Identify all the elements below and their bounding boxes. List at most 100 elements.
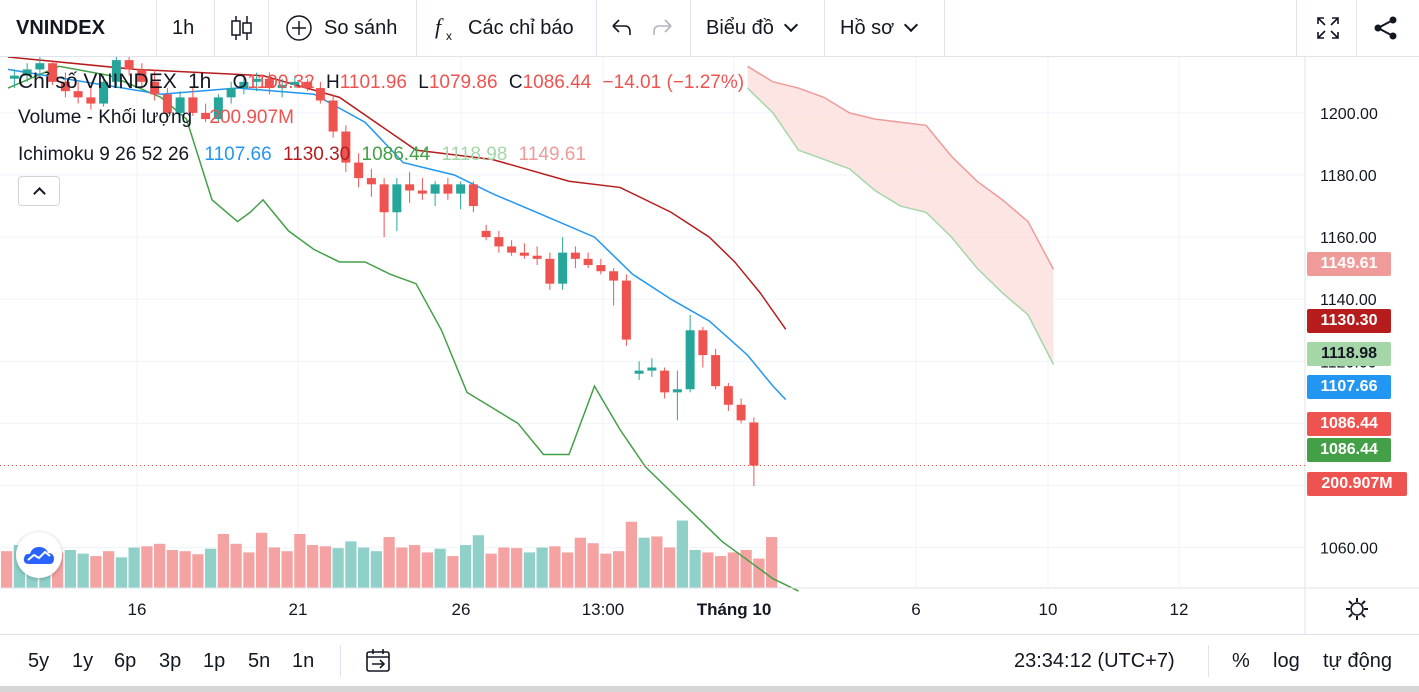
volume-bar — [115, 557, 127, 588]
share-icon — [1374, 16, 1397, 40]
candle-body — [723, 386, 733, 405]
candle-body — [290, 81, 300, 85]
indicators-label: Các chỉ báo — [468, 16, 574, 39]
volume-bar — [281, 551, 293, 588]
volume-bar — [166, 549, 178, 588]
clock-timezone[interactable]: 23:34:12 (UTC+7) — [1014, 650, 1175, 672]
ichimoku-chikou-value: 1086.44 — [361, 144, 431, 165]
legend-change: −14.01 (−1.27%) — [602, 72, 745, 93]
collapse-legend-button[interactable] — [18, 176, 60, 206]
x-tick-label: 12 — [1170, 600, 1189, 619]
candle-body — [366, 178, 376, 185]
volume-bar — [141, 546, 153, 588]
candle-body — [519, 252, 529, 256]
chart-type-button[interactable] — [228, 0, 254, 56]
volume-bar — [651, 536, 663, 588]
x-tick-label: 16 — [128, 600, 147, 619]
y-tick-label: 1060.00 — [1320, 541, 1378, 558]
volume-bars — [1, 520, 778, 588]
volume-bar — [587, 543, 599, 588]
senkou-span-a-line — [746, 87, 1055, 365]
redo-button[interactable] — [650, 0, 676, 56]
volume-bar — [574, 537, 586, 588]
y-tick-label: 1180.00 — [1320, 168, 1377, 185]
divider — [1356, 0, 1357, 56]
volume-bar — [52, 552, 64, 588]
volume-bar — [192, 554, 204, 588]
ichimoku-kijun-value: 1130.30 — [282, 144, 351, 165]
volume-bar — [370, 551, 382, 588]
range-5n[interactable]: 5n — [248, 650, 271, 672]
profile-menu-button[interactable]: Hồ sơ — [840, 0, 919, 56]
chart-menu-button[interactable]: Biểu đồ — [706, 0, 798, 56]
auto-scale-toggle[interactable]: tự động — [1323, 650, 1392, 672]
indicators-button[interactable]: f x Các chỉ báo — [432, 0, 574, 56]
fx-icon: f x — [435, 14, 452, 43]
volume-bar — [511, 548, 523, 588]
y-tick-label: 1140.00 — [1320, 292, 1377, 309]
kijun-sen-line — [7, 57, 787, 330]
tradingview-logo[interactable] — [16, 532, 62, 578]
candle-body — [213, 97, 223, 120]
candle-body — [685, 330, 695, 390]
volume-bar — [447, 556, 459, 588]
candle-body — [124, 60, 134, 70]
candle-body — [99, 81, 109, 104]
divider — [416, 0, 417, 56]
chikou-span-line — [7, 65, 799, 592]
volume-bar — [460, 545, 472, 588]
candle-body — [558, 252, 568, 284]
senkou-span-b-line — [747, 65, 1055, 270]
candle-body — [456, 184, 466, 194]
candle-body — [417, 190, 427, 194]
range-6p[interactable]: 6p — [114, 650, 137, 672]
undo-button[interactable] — [608, 0, 634, 56]
range-1n[interactable]: 1n — [292, 650, 315, 672]
goto-date-button[interactable] — [364, 647, 392, 675]
volume-bar — [345, 541, 357, 588]
volume-bar — [638, 537, 650, 588]
fullscreen-button[interactable] — [1314, 0, 1342, 56]
bottom-toolbar: 5y 1y 6p 3p 1p 5n 1n 23:34:12 (UTC+7) % … — [0, 634, 1419, 687]
legend-l-label: L — [418, 72, 429, 93]
ichimoku-cloud — [747, 66, 1054, 365]
profile-menu-label: Hồ sơ — [840, 16, 895, 39]
symbol-button[interactable]: VNINDEX — [16, 16, 105, 39]
volume-bar — [409, 545, 421, 588]
percent-scale-toggle[interactable]: % — [1232, 650, 1250, 672]
candle-body — [405, 184, 415, 191]
svg-text:x: x — [446, 29, 452, 43]
legend-h-label: H — [325, 72, 340, 93]
divider — [1208, 645, 1209, 677]
range-3p[interactable]: 3p — [159, 650, 182, 672]
legend-ichimoku: Ichimoku 9 26 52 26 1107.66 1130.30 1086… — [18, 144, 592, 166]
volume-bar — [383, 537, 395, 588]
ichimoku-lines — [7, 57, 1055, 592]
volume-bar — [664, 547, 676, 588]
volume-bar — [766, 537, 778, 588]
range-5y[interactable]: 5y — [28, 650, 50, 672]
candle-body — [583, 258, 593, 266]
candlesticks — [9, 57, 759, 486]
share-button[interactable] — [1372, 0, 1400, 56]
chikou-price-label: 1086.44 — [1307, 438, 1391, 462]
candle-body — [48, 63, 58, 82]
ichimoku-span-b-value: 1149.61 — [518, 144, 586, 165]
tenkan-price-label: 1107.66 — [1307, 375, 1391, 399]
chart-settings-button[interactable] — [1344, 596, 1370, 627]
range-1y[interactable]: 1y — [72, 650, 94, 672]
candle-body — [277, 84, 287, 89]
volume-bar — [319, 546, 331, 588]
log-scale-toggle[interactable]: log — [1273, 650, 1300, 672]
volume-bar — [727, 552, 739, 588]
compare-button[interactable]: So sánh — [284, 0, 397, 56]
candles-icon — [231, 16, 252, 40]
volume-bar — [421, 552, 433, 588]
candle-body — [60, 81, 70, 92]
range-1p[interactable]: 1p — [203, 650, 226, 672]
candle-body — [736, 404, 746, 421]
cloud-fill — [747, 66, 1054, 365]
interval-button[interactable]: 1h — [172, 16, 195, 39]
volume-bar — [715, 556, 727, 588]
chart-menu-label: Biểu đồ — [706, 16, 774, 39]
